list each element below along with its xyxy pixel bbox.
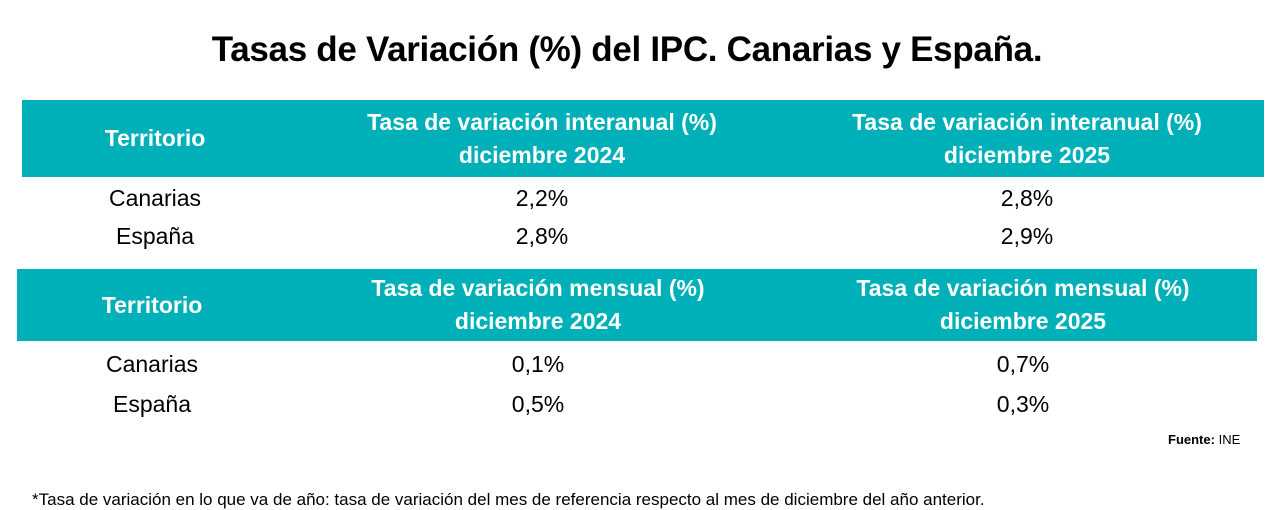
source-note: Fuente: INE [1168,432,1240,447]
source-value: INE [1218,432,1241,447]
row-value-2025: 0,3% [996,390,1050,417]
header-territorio: Territorio [101,291,203,318]
row-territorio: Canarias [105,350,199,377]
source-label: Fuente: [1168,432,1215,447]
header-interanual-2025: Tasa de variación interanual (%) diciemb… [852,108,1202,168]
header-row-interanual: Territorio Tasa de variación interanual … [22,100,1264,177]
header-mensual-2024: Tasa de variación mensual (%) diciembre … [371,275,705,334]
row-value-2025: 2,8% [1000,184,1054,211]
table-row: Canarias 0,1% 0,7% [17,346,1257,382]
row-territorio: Canarias [108,184,202,211]
page-title: Tasas de Variación (%) del IPC. Canarias… [211,30,1043,69]
row-value-2025: 2,9% [1000,222,1054,249]
header-interanual-2024: Tasa de variación interanual (%) diciemb… [367,108,717,168]
row-value-2024: 2,2% [515,184,569,211]
table-row: Canarias 2,2% 2,8% [22,180,1264,216]
row-value-2024: 2,8% [515,222,569,249]
table-row: España 0,5% 0,3% [17,386,1257,422]
row-territorio: España [112,390,191,417]
footnote: *Tasa de variación en lo que va de año: … [32,490,985,509]
row-territorio: España [115,222,194,249]
table-row: España 2,8% 2,9% [22,218,1264,254]
row-value-2024: 0,1% [511,350,565,377]
header-mensual-2025: Tasa de variación mensual (%) diciembre … [856,275,1190,334]
header-territorio: Territorio [104,125,206,151]
header-row-mensual: Territorio Tasa de variación mensual (%)… [17,269,1257,341]
row-value-2025: 0,7% [996,350,1050,377]
row-value-2024: 0,5% [511,390,565,417]
